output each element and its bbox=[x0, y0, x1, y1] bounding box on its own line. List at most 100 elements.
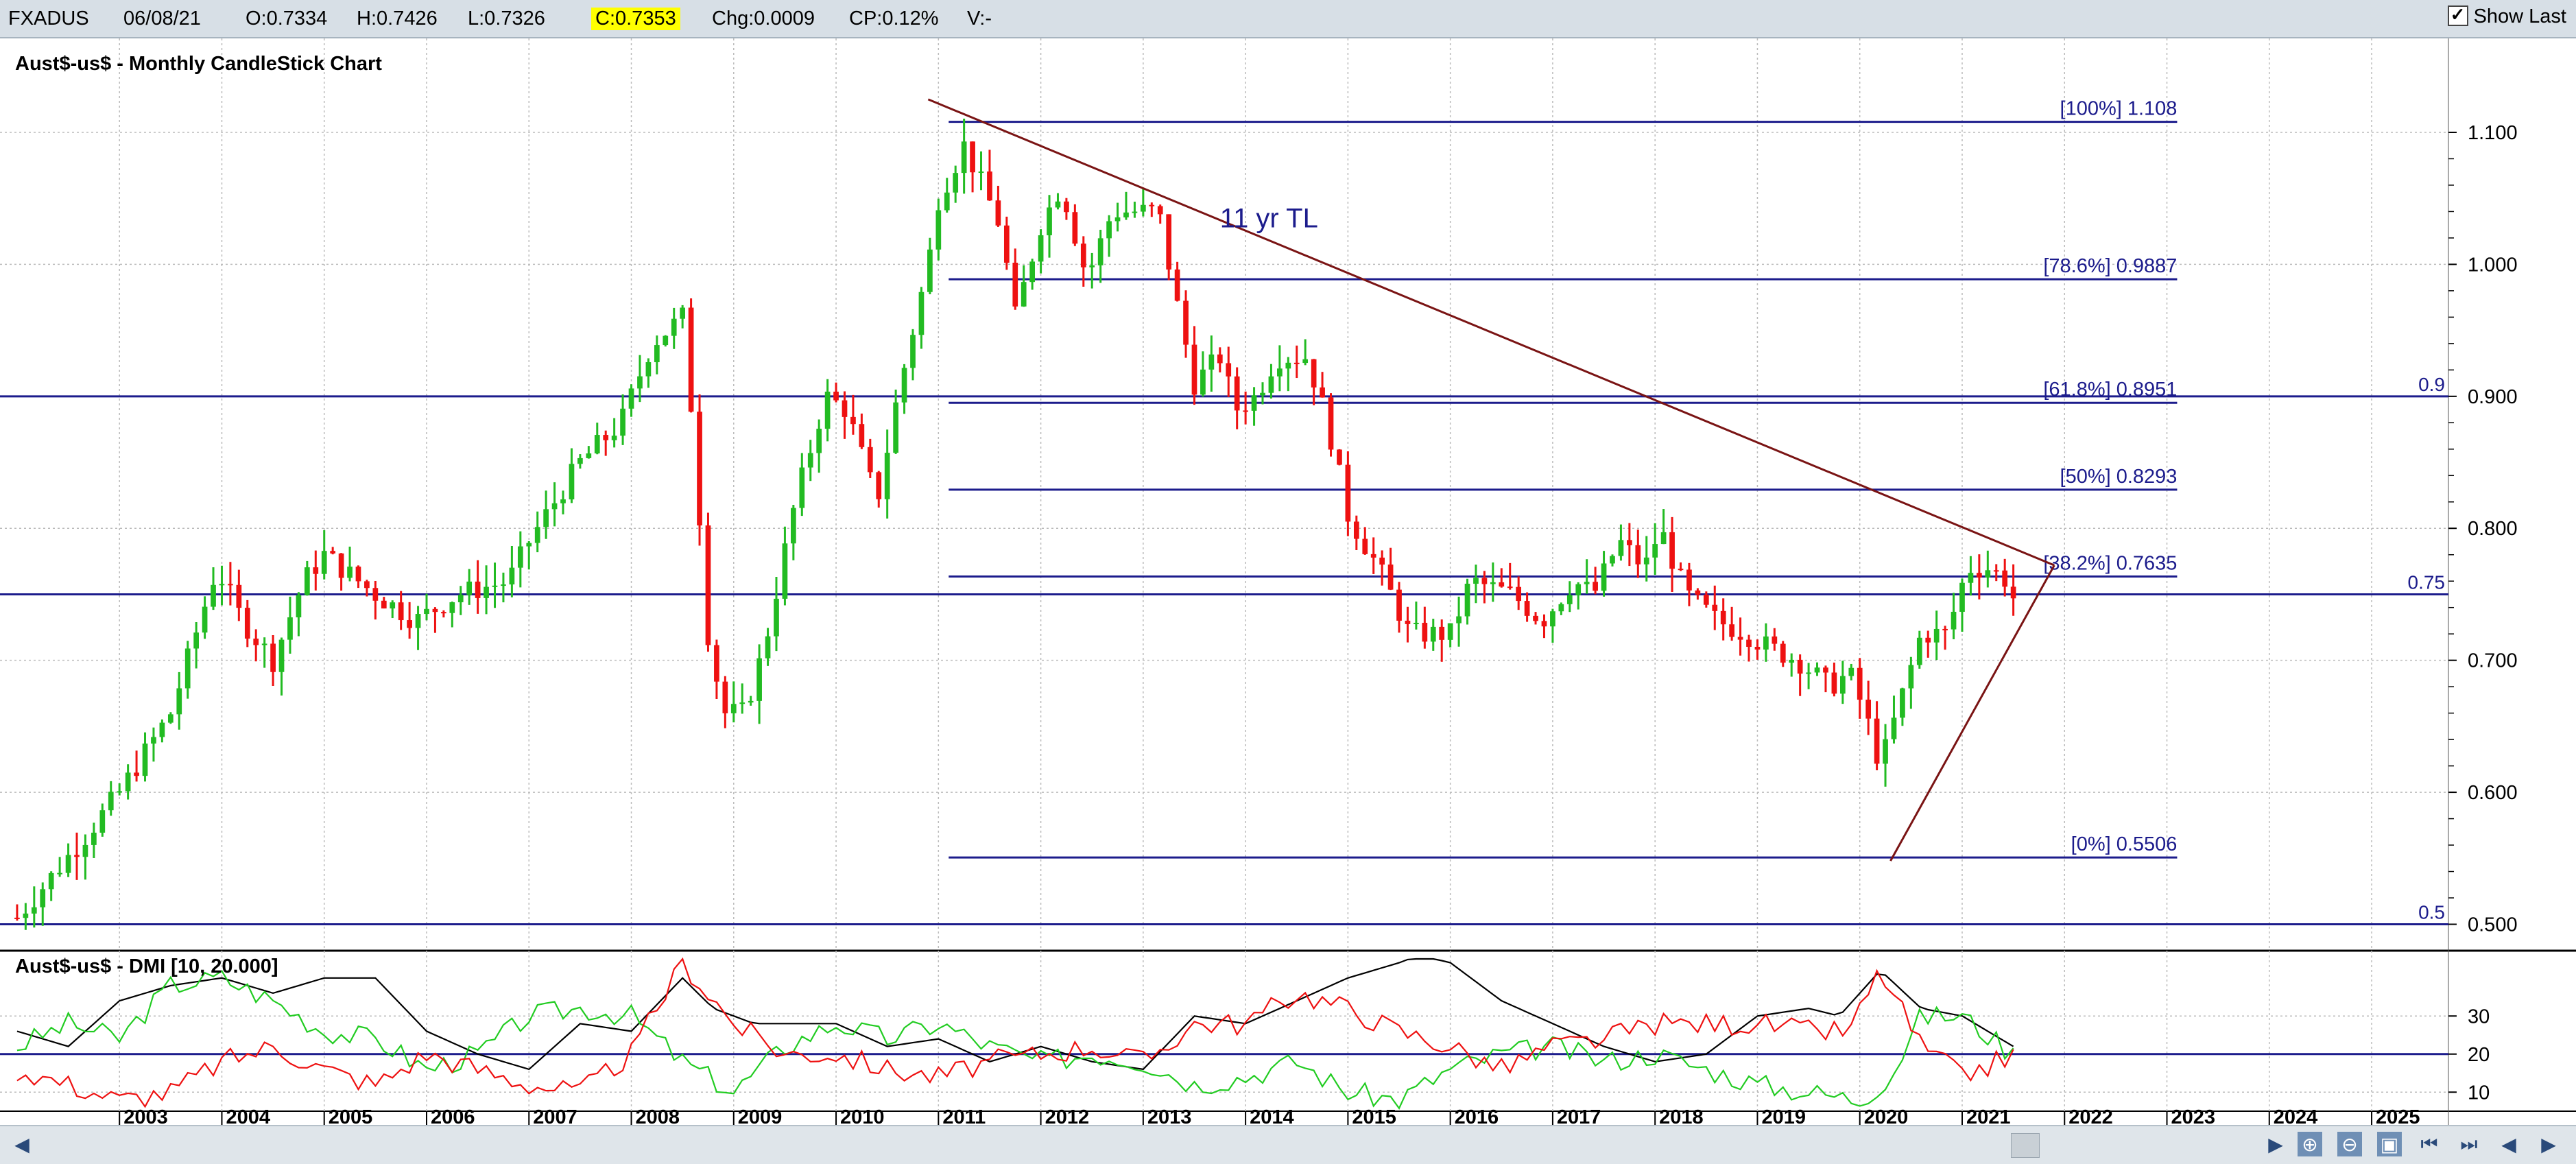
candle-body bbox=[261, 643, 267, 645]
candle-body bbox=[347, 567, 353, 578]
candle-body bbox=[1977, 573, 1982, 578]
candle-body bbox=[730, 704, 737, 713]
page-forward-icon[interactable]: ▶ bbox=[2541, 1132, 2556, 1156]
grid-lines bbox=[0, 38, 2576, 1125]
candle-body bbox=[910, 335, 916, 368]
candle-body bbox=[645, 362, 652, 377]
candle-body bbox=[2002, 570, 2008, 587]
dmi-tick-label: 20 bbox=[2468, 1044, 2490, 1066]
candle-body bbox=[1695, 590, 1701, 595]
candle-body bbox=[441, 612, 446, 614]
candle-body bbox=[1831, 672, 1837, 694]
candle-body bbox=[586, 453, 592, 458]
candle-body bbox=[466, 581, 473, 595]
candle-body bbox=[501, 584, 506, 586]
candle-body bbox=[697, 412, 702, 526]
scrollbar-thumb[interactable] bbox=[2011, 1133, 2040, 1158]
candle-body bbox=[475, 581, 481, 598]
candle-body bbox=[108, 792, 114, 811]
candle-body bbox=[1593, 582, 1598, 591]
candle-body bbox=[484, 586, 489, 598]
zoom-out-icon[interactable]: ⊖ bbox=[2337, 1132, 2362, 1156]
candle-body bbox=[637, 376, 643, 389]
year-tick-label: 2020 bbox=[1864, 1106, 1909, 1125]
candle-body bbox=[1839, 676, 1846, 694]
candle-body bbox=[1345, 464, 1351, 522]
candle-body bbox=[1379, 557, 1385, 565]
fit-chart-icon[interactable]: ▣ bbox=[2377, 1132, 2402, 1156]
page-back-icon[interactable]: ◀ bbox=[2501, 1132, 2516, 1156]
date-label: 06/08/21 bbox=[123, 8, 201, 29]
zoom-in-icon[interactable]: ⊕ bbox=[2298, 1132, 2322, 1156]
candle-body bbox=[611, 436, 617, 440]
chart-title: Aust$-us$ - Monthly CandleStick Chart bbox=[15, 53, 382, 75]
candle-body bbox=[569, 464, 575, 500]
candle-body bbox=[1823, 667, 1828, 673]
candle-body bbox=[415, 614, 421, 628]
candle-body bbox=[1447, 623, 1453, 640]
candle-body bbox=[244, 608, 250, 639]
price-tick-label: 0.600 bbox=[2468, 782, 2518, 804]
candle-body bbox=[1191, 344, 1197, 395]
year-tick-label: 2003 bbox=[123, 1106, 168, 1125]
candle-body bbox=[1243, 410, 1248, 412]
candle-body bbox=[355, 567, 361, 582]
candle-body bbox=[1226, 363, 1232, 377]
candle-body bbox=[978, 171, 984, 174]
open-value: O:0.7334 bbox=[246, 8, 328, 29]
candle-body bbox=[330, 551, 336, 554]
candle-body bbox=[390, 602, 396, 609]
candle-body bbox=[1959, 582, 1965, 612]
show-last-checkbox[interactable]: Show Last bbox=[2447, 4, 2566, 28]
dmi-series-di bbox=[16, 957, 2014, 1108]
price-tick-label: 0.700 bbox=[2468, 650, 2518, 672]
candle-body bbox=[824, 391, 831, 429]
fib-level-label: [38.2%] 0.7635 bbox=[2043, 552, 2177, 574]
candle-body bbox=[739, 702, 746, 704]
candle-body bbox=[219, 584, 225, 586]
candle-body bbox=[142, 744, 148, 776]
candle-body bbox=[1021, 282, 1027, 307]
first-bar-icon[interactable]: ⏮ bbox=[2420, 1132, 2438, 1155]
candle-body bbox=[722, 681, 728, 713]
candle-body bbox=[1865, 700, 1872, 719]
candle-body bbox=[1883, 739, 1888, 764]
candle-body bbox=[1414, 622, 1419, 624]
scroll-right-icon[interactable]: ▶ bbox=[2268, 1132, 2283, 1156]
candle-body bbox=[1584, 582, 1590, 584]
candle-body bbox=[1746, 639, 1752, 648]
year-tick-label: 2024 bbox=[2274, 1106, 2318, 1125]
last-bar-icon[interactable]: ⏭ bbox=[2460, 1132, 2478, 1155]
candle-body bbox=[1328, 397, 1334, 450]
candle-body bbox=[663, 335, 669, 346]
checkbox-icon[interactable] bbox=[2447, 4, 2468, 26]
candle-body bbox=[654, 345, 660, 363]
price-axis: 1.100 1.000 0.900 0.800 0.700 0.600 0.500 bbox=[2448, 122, 2518, 936]
candle-body bbox=[893, 402, 898, 453]
candle-body bbox=[1703, 594, 1709, 605]
candle-body bbox=[31, 907, 37, 914]
chart-canvas[interactable]: 0.9 0.75 0.5 [100%] 1.108 [78.6%] 0.9887 [61… bbox=[0, 38, 2576, 1125]
candle-body bbox=[1908, 665, 1914, 689]
support-line-label: 0.75 bbox=[2408, 571, 2446, 593]
candle-body bbox=[1183, 300, 1189, 345]
scroll-left-icon[interactable]: ◀ bbox=[14, 1132, 29, 1156]
fib-level-label: [78.6%] 0.9887 bbox=[2043, 255, 2177, 277]
year-tick-label: 2025 bbox=[2376, 1106, 2420, 1125]
low-value: L:0.7326 bbox=[468, 8, 545, 29]
candle-body bbox=[1047, 207, 1052, 236]
candle-body bbox=[1874, 718, 1880, 764]
candle-body bbox=[1933, 628, 1940, 643]
candle-body bbox=[543, 509, 549, 527]
candle-body bbox=[551, 503, 558, 510]
candle-body bbox=[807, 453, 813, 468]
candle-body bbox=[961, 141, 967, 174]
candle-body bbox=[1217, 354, 1223, 364]
candle-body bbox=[134, 772, 139, 776]
candle-body bbox=[492, 585, 498, 587]
candle-body bbox=[1797, 659, 1803, 674]
candle-body bbox=[287, 617, 293, 640]
candle-body bbox=[1140, 204, 1146, 212]
candle-body bbox=[944, 192, 950, 211]
trendlines bbox=[927, 98, 2055, 862]
